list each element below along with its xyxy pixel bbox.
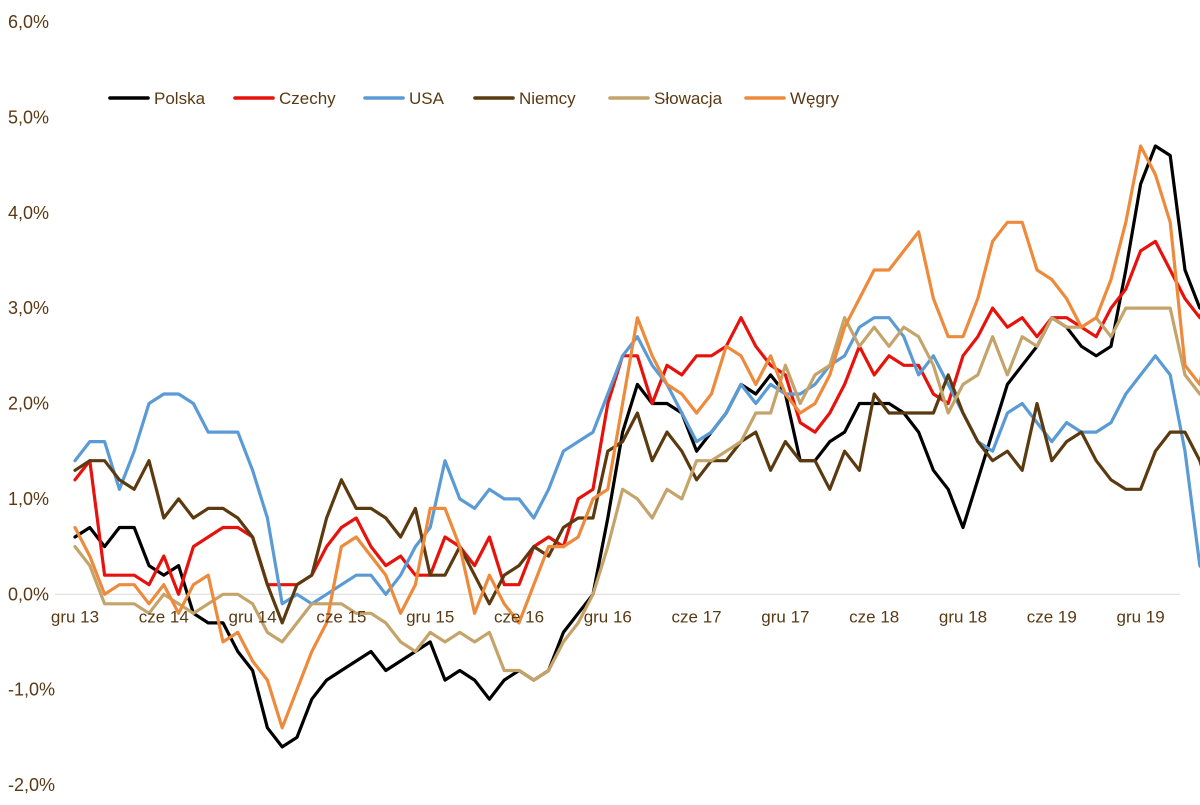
y-tick-label: -2,0% xyxy=(8,775,55,795)
x-tick-label: gru 17 xyxy=(761,607,809,626)
x-tick-label: cze 14 xyxy=(139,607,189,626)
x-axis: gru 13 cze 14 gru 14 cze 15 gru 15 cze 16 gru … xyxy=(51,607,1165,626)
legend-label: Czechy xyxy=(279,89,336,108)
y-tick-label: 5,0% xyxy=(8,107,49,127)
legend: Polska Czechy USA Niemcy Słowacja Węgry xyxy=(108,89,840,108)
series-layer xyxy=(73,144,1200,749)
x-tick-label: gru 16 xyxy=(584,607,632,626)
x-tick-label: gru 19 xyxy=(1116,607,1164,626)
series-line-słowacja xyxy=(73,306,1200,682)
x-tick-label: gru 18 xyxy=(939,607,987,626)
x-tick-label: gru 15 xyxy=(406,607,454,626)
legend-label: Polska xyxy=(154,89,206,108)
legend-label: Węgry xyxy=(790,89,840,108)
series-line-węgry xyxy=(73,144,1200,730)
y-tick-label: 1,0% xyxy=(8,489,49,509)
y-tick-label: 4,0% xyxy=(8,203,49,223)
x-tick-label: cze 16 xyxy=(494,607,544,626)
legend-label: Słowacja xyxy=(654,89,723,108)
x-tick-label: cze 18 xyxy=(849,607,899,626)
x-tick-label: cze 19 xyxy=(1027,607,1077,626)
legend-label: Niemcy xyxy=(519,89,576,108)
y-tick-label: 2,0% xyxy=(8,394,49,414)
series-line-niemcy xyxy=(73,373,1200,625)
y-tick-label: 6,0% xyxy=(8,12,49,32)
y-tick-label: -1,0% xyxy=(8,680,55,700)
x-tick-label: gru 13 xyxy=(51,607,99,626)
series-line-usa xyxy=(73,316,1200,606)
legend-label: USA xyxy=(409,89,445,108)
y-tick-label: 0,0% xyxy=(8,584,49,604)
x-tick-label: cze 15 xyxy=(316,607,366,626)
y-tick-label: 3,0% xyxy=(8,298,49,318)
x-tick-label: cze 17 xyxy=(672,607,722,626)
x-tick-label: gru 14 xyxy=(228,607,276,626)
y-axis: -2,0% -1,0% 0,0% 1,0% 2,0% 3,0% 4,0% 5,0% 6,0% xyxy=(8,12,55,795)
